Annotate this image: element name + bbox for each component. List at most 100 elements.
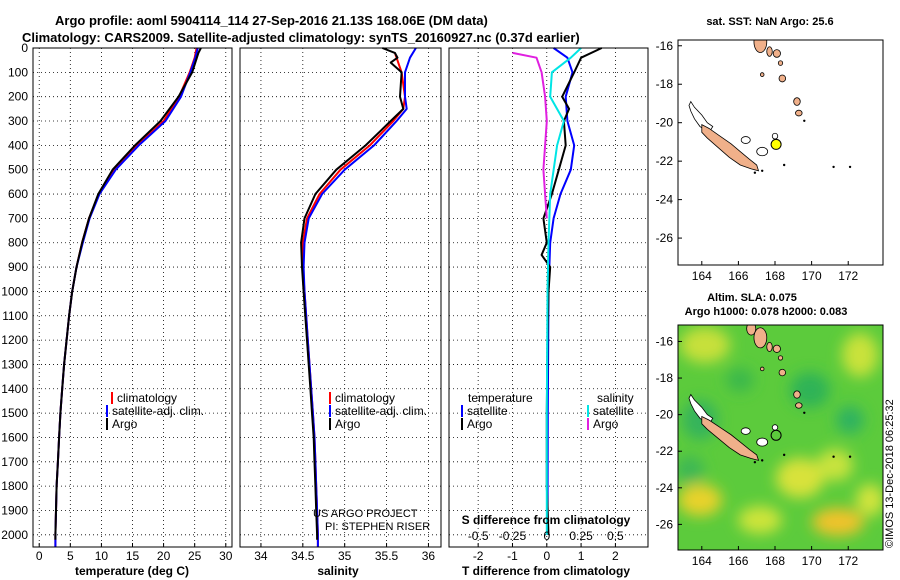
depth-tick-label: 1500 bbox=[1, 406, 28, 420]
x-tick-label: -1 bbox=[507, 549, 518, 563]
sla-map-subtitle: Argo h1000: 0.078 h2000: 0.083 bbox=[685, 306, 848, 318]
vanuatu-island bbox=[746, 325, 757, 336]
salinity-x-label: salinity bbox=[317, 564, 359, 578]
islet-dot bbox=[848, 455, 852, 458]
map-y-tick-label: -18 bbox=[656, 77, 674, 91]
depth-tick-label: 900 bbox=[8, 260, 28, 274]
map-x-tick-label: 166 bbox=[728, 269, 748, 283]
temperature-legend: climatology satellite-adj. clim. Argo bbox=[106, 391, 204, 431]
legend-label-argo: Argo bbox=[335, 417, 361, 431]
loyalty-island bbox=[740, 427, 751, 435]
islet-dot bbox=[782, 453, 786, 457]
new-caledonia-land bbox=[701, 123, 760, 172]
islet-dot bbox=[782, 163, 786, 167]
map-x-tick-label: 168 bbox=[765, 554, 785, 568]
vanuatu-island bbox=[772, 49, 781, 58]
depth-tick-label: 1700 bbox=[1, 455, 28, 469]
map-y-tick-label: -26 bbox=[656, 231, 674, 245]
depth-tick-label: 1100 bbox=[2, 309, 28, 323]
series-line-satellite-adj-clim- bbox=[302, 47, 417, 547]
sst-map-title: sat. SST: NaN Argo: 25.6 bbox=[706, 16, 833, 28]
salinity-tick-labels: 34 34.5 35 35.5 36 bbox=[254, 543, 435, 563]
series-line-salinity-satellite bbox=[545, 47, 582, 535]
temperature-x-label: temperature (deg C) bbox=[75, 564, 189, 578]
sst-map-background bbox=[678, 40, 883, 265]
vanuatu-island bbox=[795, 402, 803, 409]
series-line-salinity-argo bbox=[512, 51, 548, 219]
argo-float-marker bbox=[770, 429, 782, 441]
map-x-tick-label: 172 bbox=[838, 554, 858, 568]
legend-label-satellite: satellite-adj. clim. bbox=[112, 404, 204, 418]
series-line-satellite-adj-clim- bbox=[54, 47, 199, 547]
difference-panel: -2 -1 0 1 2 -0.5 -0.25 0 0.25 0.5 T difference fr… bbox=[448, 47, 649, 578]
loyalty-island bbox=[740, 136, 751, 144]
x-tick-label: 5 bbox=[67, 549, 74, 563]
series-line-temperature-satellite bbox=[546, 47, 576, 535]
depth-tick-label: 1200 bbox=[1, 333, 28, 347]
map-x-tick-label: 172 bbox=[838, 269, 858, 283]
x-tick-label: 35.5 bbox=[375, 549, 399, 563]
sla-heatmap bbox=[678, 325, 883, 550]
islet-dot bbox=[803, 411, 806, 415]
x-tick-label: 30 bbox=[219, 549, 233, 563]
x-tick-label: 1 bbox=[578, 549, 585, 563]
vanuatu-island bbox=[778, 368, 787, 377]
vanuatu-island bbox=[766, 46, 773, 57]
sla-heatmap-anomalies bbox=[678, 327, 883, 536]
vanuatu-island bbox=[753, 40, 768, 53]
map-y-tick-label: -16 bbox=[656, 334, 674, 348]
legend-label-argo: Argo bbox=[112, 417, 138, 431]
legend-label-s-argo: Argo bbox=[593, 417, 619, 431]
timestamp: ©IMOS 13-Dec-2018 06:25:32 bbox=[884, 399, 896, 548]
legend-label-t-satellite: satellite bbox=[467, 404, 508, 418]
map-x-tick-label: 164 bbox=[692, 554, 712, 568]
loyalty-island bbox=[756, 437, 769, 447]
depth-tick-label: 500 bbox=[8, 163, 28, 177]
map-y-tick-label: -26 bbox=[656, 517, 674, 531]
legend-label-s-satellite: satellite bbox=[593, 404, 634, 418]
vanuatu-island bbox=[793, 390, 801, 399]
header-line-1: Argo profile: aoml 5904114_114 27-Sep-20… bbox=[55, 13, 488, 28]
depth-tick-label: 800 bbox=[8, 236, 28, 250]
x-tick-label: 10 bbox=[95, 549, 109, 563]
salinity-panel: 34 34.5 35 35.5 36 salinity climatology sate… bbox=[239, 47, 442, 578]
new-caledonia-land bbox=[701, 415, 760, 461]
x-tick-label: 0 bbox=[36, 549, 43, 563]
map-x-tick-label: 170 bbox=[802, 269, 822, 283]
sst-map-ticks: 164 166 168 170 172 -16 -18 -20 -22 -24 -26 bbox=[656, 39, 859, 283]
sla-map-frame bbox=[677, 324, 884, 551]
map-y-tick-label: -20 bbox=[656, 116, 674, 130]
difference-top-label: S difference from climatology bbox=[462, 513, 631, 527]
series-line-temperature-argo bbox=[540, 47, 603, 535]
temperature-grid bbox=[33, 47, 232, 547]
credit-line-1: US ARGO PROJECT bbox=[313, 508, 418, 520]
depth-tick-label: 1000 bbox=[1, 284, 28, 298]
salinity-grid bbox=[240, 47, 441, 547]
map-y-tick-label: -22 bbox=[656, 154, 674, 168]
x-tick-label: 34.5 bbox=[291, 549, 315, 563]
depth-tick-label: 600 bbox=[8, 187, 28, 201]
map-y-tick-label: -24 bbox=[656, 481, 674, 495]
vanuatu-island bbox=[753, 327, 768, 349]
series-line-climatology bbox=[54, 47, 198, 547]
temperature-profile-lines bbox=[54, 47, 202, 547]
depth-tick-label: 1400 bbox=[1, 382, 28, 396]
vanuatu-island bbox=[777, 60, 784, 66]
islet-dot bbox=[803, 119, 806, 122]
s-tick-label: -0.25 bbox=[499, 529, 527, 543]
legend-title-salinity: salinity bbox=[597, 391, 634, 405]
vanuatu-island bbox=[795, 109, 803, 117]
x-tick-label: 35 bbox=[338, 549, 352, 563]
vanuatu-island bbox=[793, 97, 801, 106]
legend-label-climatology: climatology bbox=[335, 391, 395, 405]
x-tick-label: -2 bbox=[473, 549, 484, 563]
header-line-2: Climatology: CARS2009. Satellite-adjuste… bbox=[22, 30, 580, 45]
map-x-tick-label: 166 bbox=[728, 554, 748, 568]
map-x-tick-label: 170 bbox=[802, 554, 822, 568]
islet-dot bbox=[753, 460, 757, 464]
map-y-tick-label: -20 bbox=[656, 408, 674, 422]
x-tick-label: 36 bbox=[422, 549, 436, 563]
series-line-argo bbox=[300, 47, 405, 540]
temperature-tick-labels: 0 5 10 15 20 25 30 bbox=[36, 543, 233, 563]
